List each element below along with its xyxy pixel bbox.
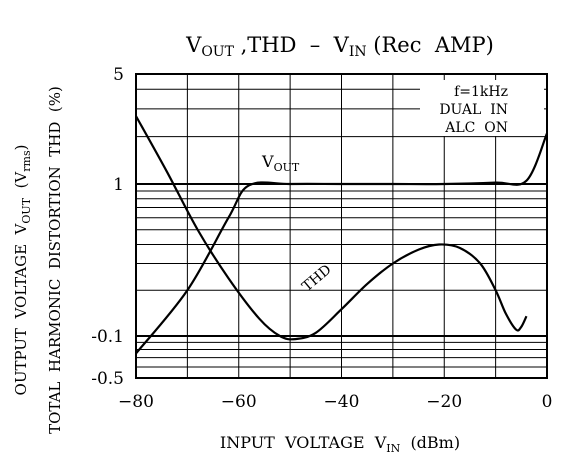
series-line-vout bbox=[135, 132, 549, 355]
annotation-line-2: DUAL IN bbox=[439, 102, 508, 118]
y-tick-label: -0.5 bbox=[91, 369, 124, 389]
x-tick-label: −20 bbox=[426, 392, 462, 412]
series-line-thd bbox=[135, 115, 528, 341]
y-axis-label-inner: TOTAL HARMONIC DISTORTION THD (%) bbox=[46, 86, 64, 434]
x-tick-label: −80 bbox=[118, 392, 154, 412]
tick-labels: −80 −60 −40 −20 0 5 1 -0.1 -0.5 bbox=[91, 65, 552, 412]
series-label-vout: VOUT bbox=[261, 152, 300, 174]
y-tick-label: 5 bbox=[113, 65, 124, 85]
annotation-line-1: f=1kHz bbox=[454, 84, 508, 100]
plot-frame bbox=[135, 73, 548, 379]
y-axis-label-outer: OUTPUT VOLTAGE VOUT (Vrms) bbox=[12, 145, 33, 396]
x-tick-label: −60 bbox=[221, 392, 257, 412]
chart-title: VOUT ,THD – VIN (Rec AMP) bbox=[185, 33, 494, 60]
annotation-line-3: ALC ON bbox=[444, 120, 508, 136]
series-group bbox=[135, 115, 549, 355]
annotation-box: f=1kHz DUAL IN ALC ON bbox=[420, 80, 544, 136]
x-axis-label: INPUT VOLTAGE VIN (dBm) bbox=[220, 433, 460, 455]
x-tick-label: 0 bbox=[542, 392, 553, 412]
x-tick-label: −40 bbox=[324, 392, 360, 412]
y-tick-label: -0.1 bbox=[91, 327, 124, 347]
y-tick-label: 1 bbox=[113, 175, 124, 195]
